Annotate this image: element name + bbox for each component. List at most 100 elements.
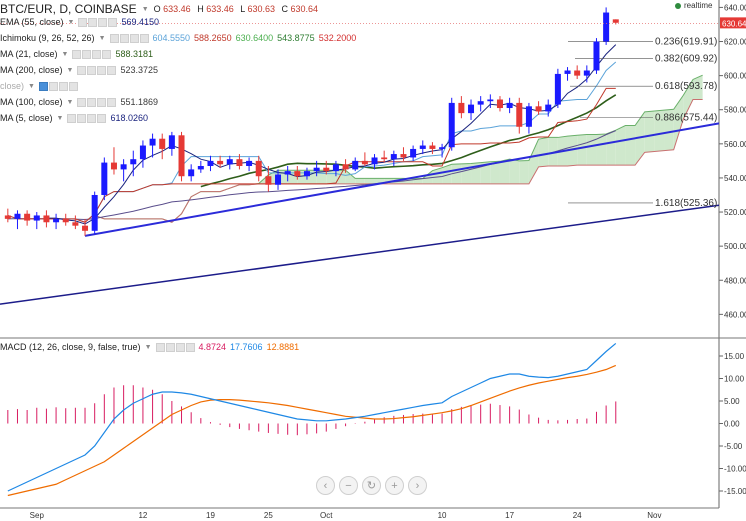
chevron-down-icon[interactable]: ▼	[66, 98, 74, 106]
candle-body	[448, 102, 455, 148]
candle-body	[506, 102, 513, 109]
indicator-value: 618.0260	[110, 113, 148, 123]
settings-icon[interactable]	[88, 17, 98, 27]
candle-body	[439, 147, 446, 149]
symbol-header: BTC/EUR, D, COINBASE ▼ O 633.46 H 633.46…	[0, 0, 322, 18]
chevron-down-icon[interactable]: ▼	[56, 114, 64, 122]
close-icon[interactable]	[68, 81, 78, 91]
candle-body	[14, 213, 21, 219]
cloud-segment	[586, 134, 597, 166]
candle-body	[410, 148, 417, 158]
indicator-row[interactable]: MA (200, close) ▼ 523.3725	[0, 63, 158, 77]
chevron-down-icon[interactable]: ▼	[144, 343, 152, 351]
candle-body	[236, 159, 243, 166]
candle-body	[4, 215, 11, 219]
source-icon[interactable]	[58, 81, 68, 91]
candle	[226, 155, 233, 170]
source-icon[interactable]	[98, 17, 108, 27]
indicator-row[interactable]: Ichimoku (9, 26, 52, 26) ▼ 604.5550 588.265…	[0, 31, 356, 45]
cloud-segment	[644, 111, 655, 153]
time-tick-label: Oct	[320, 511, 333, 520]
candle-body	[217, 160, 224, 165]
chevron-down-icon[interactable]: ▼	[66, 66, 74, 74]
symbol-title[interactable]: BTC/EUR, D, COINBASE	[0, 2, 137, 16]
visibility-icon[interactable]	[77, 97, 87, 107]
settings-icon[interactable]	[48, 81, 58, 91]
candle	[603, 7, 610, 45]
candle	[332, 160, 339, 177]
settings-icon[interactable]	[165, 342, 175, 352]
indicator-name: MA (200, close)	[0, 65, 63, 75]
chevron-down-icon[interactable]: ▼	[61, 50, 69, 58]
realtime-label: realtime	[684, 1, 713, 10]
candle-body	[361, 160, 368, 165]
settings-icon[interactable]	[87, 65, 97, 75]
candle	[361, 152, 368, 166]
indicator-value: 4.8724	[198, 342, 227, 352]
close-icon[interactable]	[108, 17, 118, 27]
candle	[275, 169, 282, 190]
chevron-down-icon[interactable]: ▼	[28, 82, 35, 90]
chevron-down-icon[interactable]: ▼	[67, 18, 75, 26]
indicator-controls	[77, 65, 117, 75]
close-icon[interactable]	[107, 97, 117, 107]
source-icon[interactable]	[97, 65, 107, 75]
indicator-row[interactable]: MA (21, close) ▼ 588.3181	[0, 47, 153, 61]
reset-zoom-icon[interactable]: ↻	[362, 476, 381, 495]
price-tick-label: 480.00	[724, 276, 746, 285]
candle-body	[178, 135, 185, 177]
chevron-down-icon[interactable]: ▼	[141, 5, 149, 13]
candle	[419, 140, 426, 155]
zoom-in-icon[interactable]: +	[385, 476, 404, 495]
close-icon[interactable]	[185, 342, 195, 352]
candle-body	[226, 159, 233, 165]
macd-tick-label: -5.00	[724, 442, 743, 451]
status-dot-icon	[675, 2, 681, 9]
close-icon[interactable]	[139, 33, 149, 43]
candle-body	[574, 70, 581, 76]
visibility-icon[interactable]	[155, 342, 165, 352]
candle-body	[554, 73, 561, 105]
source-icon[interactable]	[97, 97, 107, 107]
source-icon[interactable]	[175, 342, 185, 352]
settings-icon[interactable]	[77, 113, 87, 123]
indicator-row[interactable]: MA (5, close) ▼ 618.0260	[0, 111, 148, 125]
indicator-row[interactable]: MACD (12, 26, close, 9, false, true) ▼ 4.8…	[0, 340, 299, 354]
visibility-icon[interactable]	[72, 49, 82, 59]
cloud-segment	[480, 161, 491, 184]
candle	[217, 155, 224, 168]
source-icon[interactable]	[92, 49, 102, 59]
indicator-value: 17.7606	[230, 342, 263, 352]
candle-body	[313, 167, 320, 172]
close-icon[interactable]	[97, 113, 107, 123]
candle	[545, 99, 552, 117]
candle	[72, 215, 79, 230]
ohlc-readout: O 633.46 H 633.46 L 630.63 C 630.64	[153, 4, 319, 14]
zoom-out-icon[interactable]: −	[339, 476, 358, 495]
settings-icon[interactable]	[82, 49, 92, 59]
candle	[91, 191, 98, 235]
visibility-icon[interactable]	[78, 17, 88, 27]
indicator-row[interactable]: EMA (55, close) ▼ 569.4150	[0, 15, 159, 29]
candle	[197, 160, 204, 173]
close-icon[interactable]	[102, 49, 112, 59]
indicator-value: 630.6400	[235, 33, 274, 43]
settings-icon[interactable]	[119, 33, 129, 43]
close-icon[interactable]	[107, 65, 117, 75]
indicator-row[interactable]: close) ▼	[0, 79, 78, 93]
source-icon[interactable]	[87, 113, 97, 123]
candle	[506, 97, 513, 114]
visibility-icon[interactable]	[77, 65, 87, 75]
settings-icon[interactable]	[87, 97, 97, 107]
indicator-name: close)	[0, 81, 25, 91]
visibility-icon[interactable]	[67, 113, 77, 123]
scroll-left-icon[interactable]: ‹	[316, 476, 335, 495]
visibility-icon[interactable]	[38, 81, 48, 91]
indicator-row[interactable]: MA (100, close) ▼ 551.1869	[0, 95, 158, 109]
scroll-right-icon[interactable]: ›	[408, 476, 427, 495]
chevron-down-icon[interactable]: ▼	[98, 34, 106, 42]
source-icon[interactable]	[129, 33, 139, 43]
candle-body	[72, 222, 79, 226]
visibility-icon[interactable]	[109, 33, 119, 43]
